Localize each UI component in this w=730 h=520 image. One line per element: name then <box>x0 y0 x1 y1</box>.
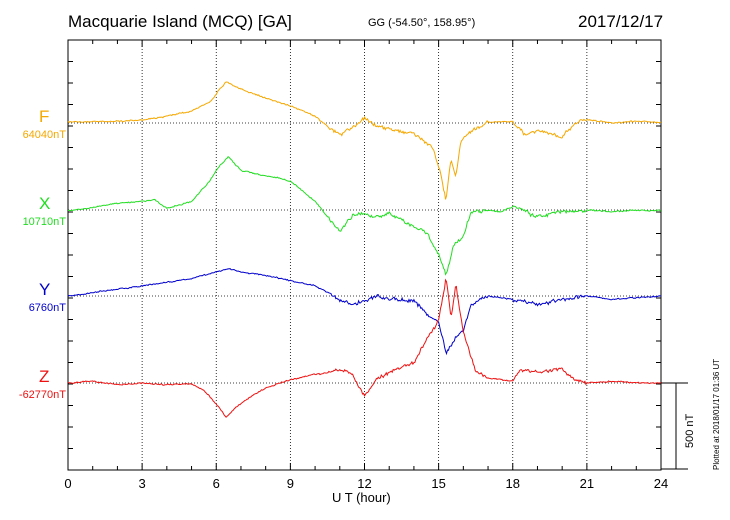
series-name-f: F <box>39 107 50 126</box>
plot-frame <box>67 39 662 471</box>
series-line-x <box>67 155 662 276</box>
series-line-y <box>67 268 662 356</box>
x-tick-label: 3 <box>139 476 146 491</box>
scale-bar-label: 500 nT <box>684 413 696 448</box>
series-baseline-z: -62770nT <box>18 389 66 401</box>
series-traces <box>67 81 662 418</box>
x-tick-label: 9 <box>287 476 294 491</box>
series-baseline-y: 6760nT <box>28 302 66 314</box>
axis-ticks: 0 3 6 9 12 15 18 21 24 <box>64 40 668 491</box>
x-tick-label: 6 <box>213 476 220 491</box>
plotted-timestamp: Plotted at 2018/01/17 01:36 UT <box>712 358 721 470</box>
station-coordinates: GG (-54.50°, 158.95°) <box>368 17 476 29</box>
x-tick-label: 0 <box>64 476 71 491</box>
scale-bar <box>661 382 688 470</box>
series-baseline-x: 10710nT <box>22 216 66 228</box>
x-axis-label: U T (hour) <box>332 490 391 505</box>
series-name-x: X <box>39 194 51 213</box>
series-baseline-f: 64040nT <box>22 129 66 141</box>
x-tick-label: 21 <box>580 476 594 491</box>
x-tick-label: 15 <box>431 476 445 491</box>
series-line-z <box>67 278 662 418</box>
grid-lines <box>68 40 661 470</box>
chart-date: 2017/12/17 <box>578 12 664 31</box>
x-tick-label: 18 <box>506 476 520 491</box>
series-name-y: Y <box>39 280 51 299</box>
x-tick-label: 12 <box>357 476 371 491</box>
series-name-z: Z <box>39 367 50 386</box>
series-line-f <box>67 81 662 200</box>
chart-title: Macquarie Island (MCQ) [GA] <box>68 12 292 31</box>
x-tick-label: 24 <box>654 476 668 491</box>
